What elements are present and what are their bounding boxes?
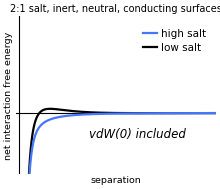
Title: 2:1 salt, inert, neutral, conducting surfaces: 2:1 salt, inert, neutral, conducting sur… <box>10 4 220 14</box>
X-axis label: separation: separation <box>90 176 141 185</box>
Y-axis label: net interaction free energy: net interaction free energy <box>4 31 13 160</box>
Legend: high salt, low salt: high salt, low salt <box>138 25 211 57</box>
Text: vdW(0) included: vdW(0) included <box>89 128 185 141</box>
